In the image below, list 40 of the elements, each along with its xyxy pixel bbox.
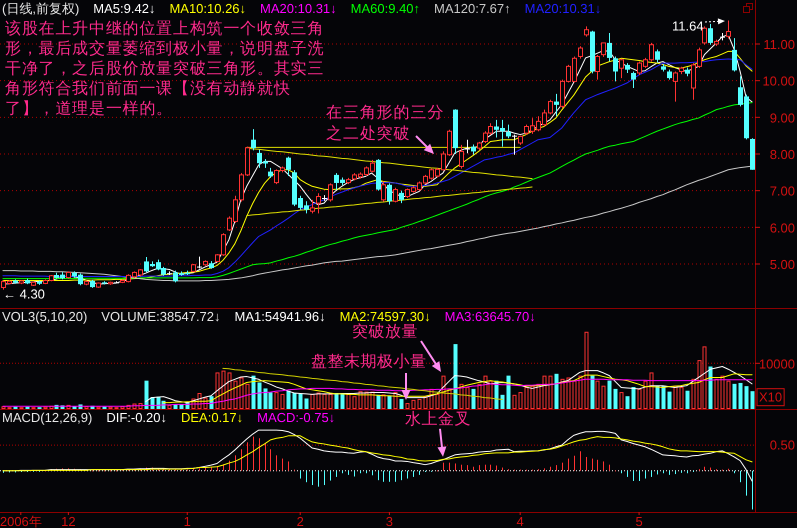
x-tick-label: 1 — [184, 514, 191, 528]
annotation: 盘整末期极小量 — [311, 351, 426, 370]
text: MACD:-0.75↓ — [257, 410, 336, 425]
y-tick-label: 9.00 — [770, 110, 795, 126]
y-tick-label: 6.00 — [770, 220, 795, 236]
annotation: VOLUME:38547.72↓ — [101, 309, 221, 324]
text: MA1:54941.96↓ — [234, 309, 326, 324]
y-tick-label: 8.00 — [770, 147, 795, 162]
annotation: 突破放量 — [352, 321, 418, 340]
x-tick-label: 3 — [386, 514, 394, 528]
chart-title: VOL3(5,10,20) — [2, 309, 88, 324]
annotation: 水上金叉 — [405, 409, 471, 428]
annotation: 该股在上升中继的位置上构筑一个收敛三角形，最后成交量萎缩到极小量，说明盘子洗干净了，之后股价放量突破三角形。其实三角形符合我们前面一课【没有动静就快了】，道理是一样的。 — [5, 18, 324, 118]
text: MA60:9.40↑ — [350, 1, 420, 16]
chart-title: MACD(12,26,9) — [2, 410, 92, 425]
text: DIF:-0.20↓ — [106, 410, 167, 425]
y-tick-label: 10.00 — [762, 74, 795, 89]
y-tick-label: 11.00 — [763, 37, 795, 52]
annotation: 11.64 — [672, 18, 704, 34]
text: 0.50 — [770, 438, 795, 453]
text: MA3:63645.70↓ — [444, 309, 536, 324]
text: MA10:10.26↓ — [169, 1, 246, 16]
text: DEA:0.17↓ — [181, 410, 244, 425]
x-tick-label: 5 — [635, 514, 643, 528]
legend-label: MA20:10.31↓ — [260, 1, 337, 16]
y-tick-label: 10000 — [758, 356, 795, 372]
annotation: ← 4.30 — [3, 286, 45, 302]
text: MA20:10.31↓ — [524, 1, 602, 16]
text: MA5:9.42↓ — [93, 1, 156, 16]
chart-title: (日线,前复权) — [2, 1, 80, 16]
y-tick-label: 7.00 — [770, 184, 795, 199]
x-tick-label: 12 — [61, 514, 76, 528]
y-tick-label: 5.00 — [770, 257, 795, 272]
x-tick-label: 2 — [296, 514, 304, 528]
text: X10 — [759, 390, 782, 405]
text: MA2:74597.30↓ — [340, 309, 431, 324]
x-tick-label: 2006年 — [0, 514, 42, 528]
text: MA120:7.67↑ — [434, 1, 511, 16]
annotation: 在三角形的三分之二处突破 — [326, 102, 444, 142]
x-tick-label: 4 — [516, 514, 524, 528]
